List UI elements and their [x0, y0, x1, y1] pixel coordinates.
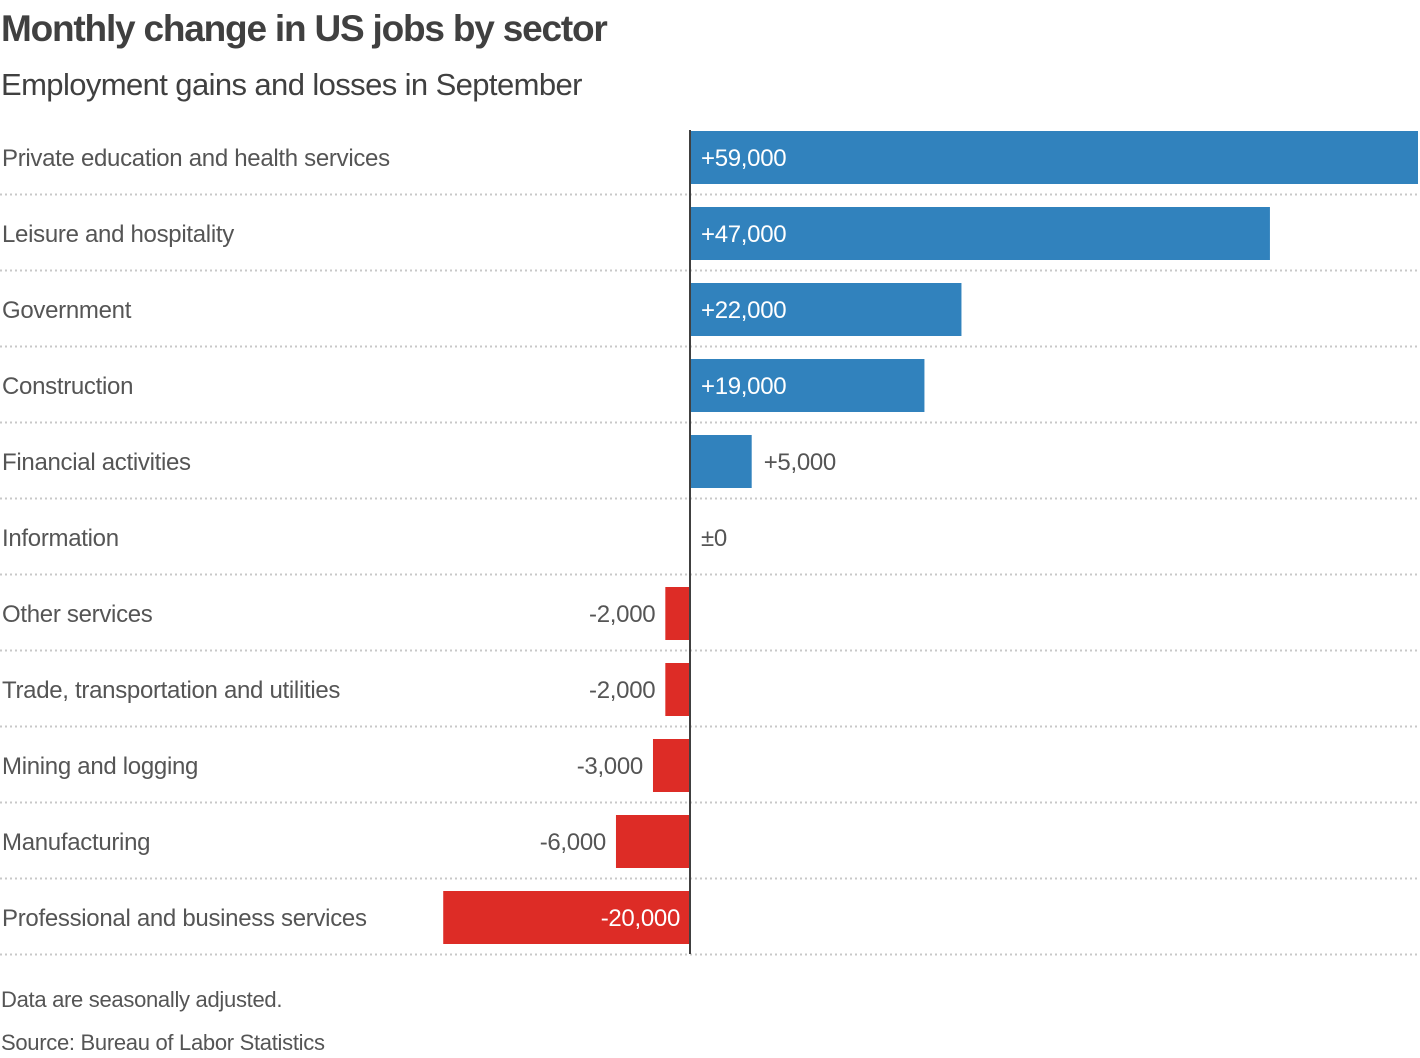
category-label: Mining and logging	[2, 753, 198, 780]
source-note: Source: Bureau of Labor Statistics	[1, 1030, 325, 1055]
data-label: -3,000	[577, 753, 643, 780]
bar	[690, 207, 1270, 260]
data-label: ±0	[701, 525, 727, 552]
data-label: -2,000	[589, 601, 655, 628]
chart-subtitle: Employment gains and losses in September	[1, 67, 582, 102]
data-label: +47,000	[701, 221, 786, 248]
data-label: +59,000	[701, 145, 786, 172]
bar	[690, 131, 1418, 184]
footnote: Data are seasonally adjusted.	[1, 987, 283, 1012]
category-label: Trade, transportation and utilities	[2, 677, 340, 704]
category-label: Professional and business services	[2, 905, 367, 932]
data-label: -20,000	[601, 905, 680, 932]
bar	[615, 815, 690, 868]
chart-title: Monthly change in US jobs by sector	[1, 8, 608, 49]
category-label: Leisure and hospitality	[2, 221, 234, 248]
category-label: Financial activities	[2, 449, 191, 476]
data-label: +22,000	[701, 297, 786, 324]
bar	[665, 663, 690, 716]
bar	[690, 359, 925, 412]
category-label: Information	[2, 525, 119, 552]
data-label: -2,000	[589, 677, 655, 704]
bar-chart: Private education and health services +59…	[0, 130, 1418, 956]
data-label: +5,000	[764, 449, 836, 476]
category-label: Private education and health services	[2, 145, 390, 172]
category-label: Government	[2, 297, 132, 324]
bar	[665, 587, 690, 640]
bar	[652, 739, 690, 792]
data-label: +19,000	[701, 373, 786, 400]
data-label: -6,000	[540, 829, 606, 856]
category-label: Other services	[2, 601, 153, 628]
bar	[443, 891, 690, 944]
category-label: Manufacturing	[2, 829, 150, 856]
bar	[690, 435, 752, 488]
category-label: Construction	[2, 373, 133, 400]
bar	[690, 283, 962, 336]
